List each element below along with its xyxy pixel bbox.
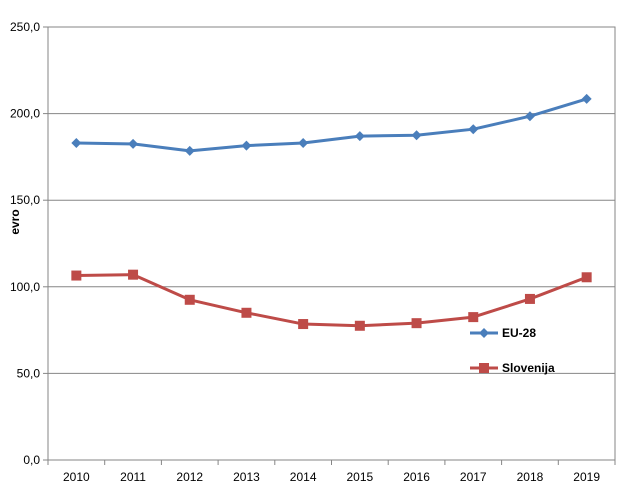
legend-marker: [479, 328, 489, 338]
data-point-slovenija: [411, 318, 422, 329]
data-point-eu-28: [581, 93, 592, 104]
x-tick-label: 2014: [290, 470, 317, 484]
data-point-slovenija: [71, 270, 82, 281]
data-point-slovenija: [354, 320, 365, 331]
series-slovenija: [71, 269, 592, 331]
data-point-slovenija: [581, 272, 592, 283]
y-tick-label: 200,0: [10, 107, 40, 121]
data-point-eu-28: [241, 140, 252, 151]
x-tick-label: 2017: [460, 470, 487, 484]
y-tick-label: 0,0: [23, 453, 40, 467]
data-point-slovenija: [298, 319, 309, 330]
x-axis-ticks: 2010 2011 2012 2013 2014 2015 2016 2017 2018 2019: [47, 460, 616, 484]
x-tick-label: 2011: [120, 470, 146, 484]
data-point-eu-28: [128, 138, 139, 149]
data-point-eu-28: [524, 111, 535, 122]
data-point-eu-28: [184, 145, 195, 156]
data-point-slovenija: [184, 294, 195, 305]
x-tick-label: 2010: [63, 470, 90, 484]
series-line-eu-28: [76, 97, 588, 153]
y-tick-label: 150,0: [10, 193, 40, 207]
series-eu-28: [71, 93, 592, 156]
legend-label: EU-28: [502, 326, 536, 340]
legend: EU-28 Slovenija: [470, 326, 555, 375]
x-tick-label: 2013: [233, 470, 260, 484]
y-tick-label: 250,0: [10, 20, 40, 34]
x-tick-label: 2015: [346, 470, 373, 484]
x-tick-label: 2012: [176, 470, 203, 484]
y-tick-label: 100,0: [10, 280, 40, 294]
gridlines: [48, 113, 615, 374]
series-group: [71, 93, 592, 331]
legend-item-slovenija: Slovenija: [470, 361, 555, 375]
data-point-slovenija: [241, 307, 252, 318]
x-tick-label: 2016: [403, 470, 430, 484]
y-axis-ticks: 0,0 50,0 100,0 150,0 200,0 250,0: [10, 20, 48, 467]
data-point-slovenija: [524, 293, 535, 304]
legend-label: Slovenija: [502, 361, 555, 375]
data-point-eu-28: [468, 124, 479, 135]
data-point-eu-28: [354, 131, 365, 142]
data-point-slovenija: [468, 312, 479, 323]
legend-marker: [479, 363, 489, 373]
y-axis-label: evro: [8, 209, 22, 234]
legend-item-eu-28: EU-28: [470, 326, 536, 340]
x-tick-label: 2018: [517, 470, 544, 484]
data-point-slovenija: [128, 269, 139, 280]
data-point-eu-28: [411, 130, 422, 141]
series-line-slovenija: [76, 273, 588, 328]
plot-area: [47, 26, 616, 461]
data-point-eu-28: [298, 138, 309, 149]
data-point-eu-28: [71, 138, 82, 149]
x-tick-label: 2019: [573, 470, 600, 484]
y-tick-label: 50,0: [17, 366, 41, 380]
